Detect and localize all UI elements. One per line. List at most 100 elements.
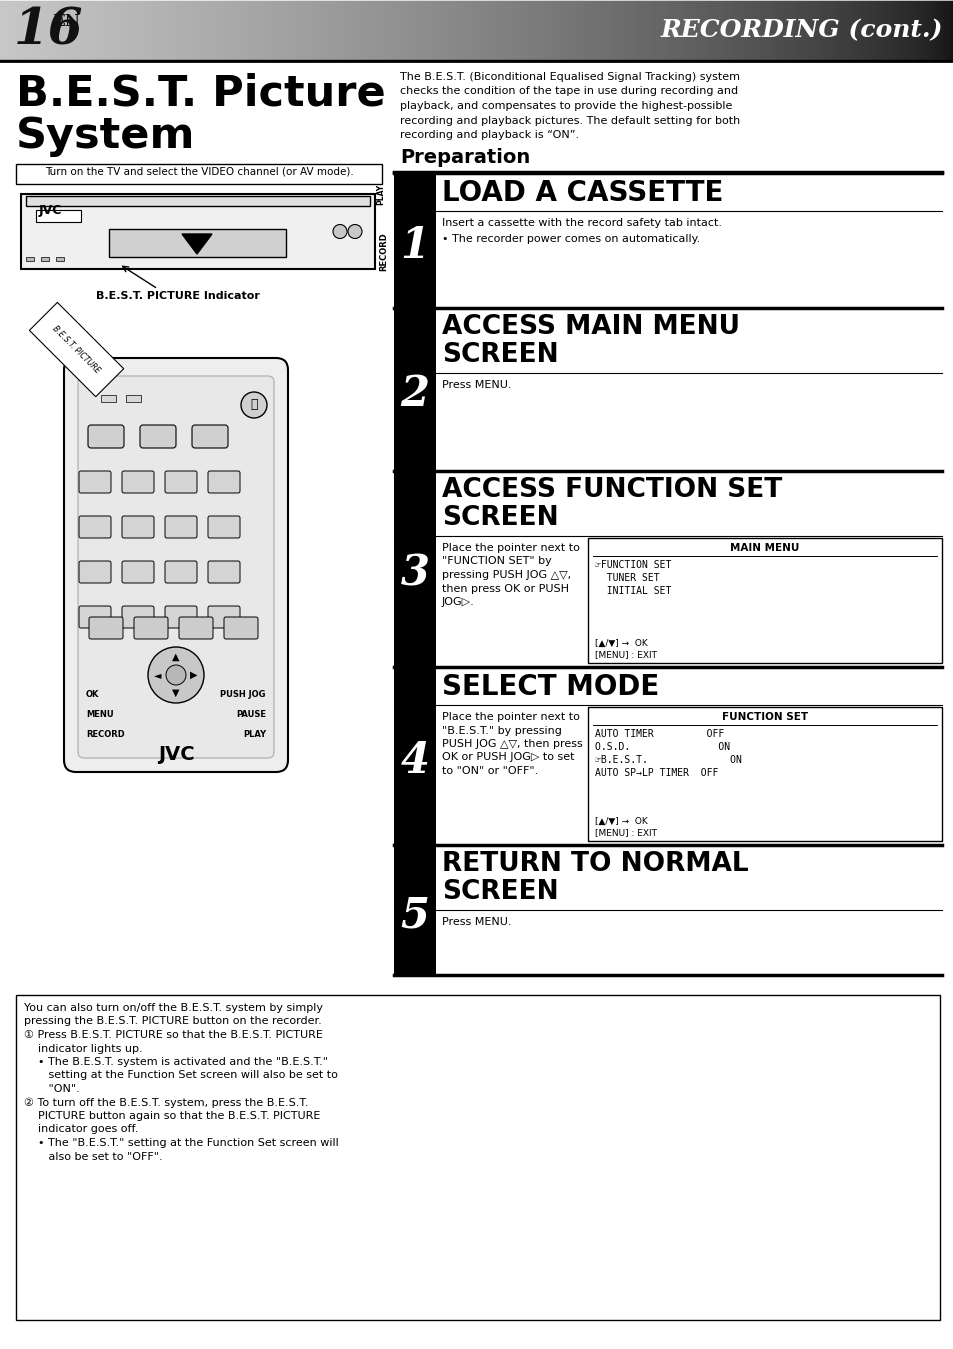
Bar	[537, 0, 541, 59]
Bar	[810, 0, 814, 59]
Bar	[419, 0, 423, 59]
Text: 2: 2	[400, 374, 429, 415]
Bar	[226, 0, 230, 59]
Bar	[124, 0, 128, 59]
FancyBboxPatch shape	[224, 616, 257, 639]
Bar	[870, 0, 875, 59]
Bar	[152, 0, 156, 59]
Text: PICTURE button again so that the B.E.S.T. PICTURE: PICTURE button again so that the B.E.S.T…	[24, 1112, 320, 1121]
Bar	[832, 0, 837, 59]
Bar	[57, 0, 61, 59]
FancyBboxPatch shape	[208, 561, 240, 583]
Bar	[521, 0, 525, 59]
Bar	[636, 0, 639, 59]
Text: 4: 4	[400, 741, 429, 782]
Bar	[98, 0, 103, 59]
Bar	[10, 0, 13, 59]
Text: 1: 1	[400, 224, 429, 267]
Bar	[715, 0, 719, 59]
Circle shape	[166, 665, 186, 685]
Text: JVC: JVC	[157, 745, 194, 764]
Bar	[16, 996, 939, 1321]
Bar	[918, 0, 923, 59]
Bar	[365, 0, 370, 59]
Bar	[483, 0, 487, 59]
Text: • The recorder power comes on automatically.: • The recorder power comes on automatica…	[441, 235, 700, 244]
Bar	[26, 196, 370, 206]
Bar	[655, 0, 659, 59]
Bar	[902, 0, 906, 59]
Text: AUTO SP→LP TIMER  OFF: AUTO SP→LP TIMER OFF	[595, 768, 718, 778]
Bar	[779, 0, 782, 59]
FancyBboxPatch shape	[79, 471, 111, 492]
Bar	[941, 0, 944, 59]
Text: pressing PUSH JOG △▽,: pressing PUSH JOG △▽,	[441, 571, 571, 580]
Bar	[432, 0, 436, 59]
Bar	[648, 0, 652, 59]
Bar	[48, 0, 51, 59]
Bar	[76, 0, 80, 59]
Text: MENU: MENU	[86, 710, 113, 719]
FancyBboxPatch shape	[208, 606, 240, 629]
Text: "ON".: "ON".	[24, 1085, 80, 1094]
Bar	[629, 0, 633, 59]
Text: Preparation: Preparation	[399, 148, 530, 167]
Bar	[121, 0, 125, 59]
Bar	[29, 0, 32, 59]
Bar	[822, 0, 827, 59]
Text: indicator goes off.: indicator goes off.	[24, 1125, 138, 1135]
Bar	[756, 0, 760, 59]
Bar	[131, 0, 134, 59]
Bar	[73, 0, 77, 59]
Bar	[598, 0, 601, 59]
Bar	[905, 0, 909, 59]
Bar	[298, 0, 303, 59]
Text: recording and playback pictures. The default setting for both: recording and playback pictures. The def…	[399, 116, 740, 125]
Bar	[7, 0, 10, 59]
Bar	[617, 0, 620, 59]
Text: ☞B.E.S.T.              ON: ☞B.E.S.T. ON	[595, 755, 741, 765]
Bar	[915, 0, 919, 59]
Bar	[222, 0, 227, 59]
Bar	[877, 0, 881, 59]
Bar	[181, 0, 185, 59]
Text: ⏻: ⏻	[250, 398, 257, 411]
Text: PLAY: PLAY	[243, 730, 266, 739]
Bar	[143, 0, 147, 59]
FancyBboxPatch shape	[165, 471, 196, 492]
Text: FUNCTION SET: FUNCTION SET	[721, 712, 807, 722]
Bar	[184, 0, 189, 59]
Bar	[188, 0, 192, 59]
FancyBboxPatch shape	[122, 517, 153, 538]
Bar	[699, 0, 703, 59]
FancyBboxPatch shape	[122, 561, 153, 583]
Bar	[397, 0, 401, 59]
Bar	[0, 0, 4, 59]
Bar	[394, 308, 436, 471]
Bar	[543, 0, 547, 59]
Circle shape	[348, 224, 361, 239]
Bar	[283, 0, 287, 59]
Bar	[880, 0, 884, 59]
Bar	[16, 165, 381, 183]
Bar	[569, 0, 573, 59]
FancyBboxPatch shape	[165, 517, 196, 538]
Bar	[686, 0, 690, 59]
Bar	[126, 395, 141, 402]
Bar	[19, 0, 23, 59]
Bar	[60, 0, 65, 59]
Text: PAUSE: PAUSE	[235, 710, 266, 719]
Bar	[855, 0, 859, 59]
Bar	[893, 0, 897, 59]
Text: ◄: ◄	[154, 670, 162, 680]
Bar	[861, 0, 865, 59]
Bar	[381, 0, 385, 59]
Text: Press MENU.: Press MENU.	[441, 917, 511, 927]
Bar	[410, 0, 414, 59]
Bar	[436, 0, 439, 59]
Bar	[426, 0, 430, 59]
Bar	[155, 0, 160, 59]
Bar	[474, 0, 477, 59]
Bar	[848, 0, 852, 59]
Bar	[403, 0, 408, 59]
